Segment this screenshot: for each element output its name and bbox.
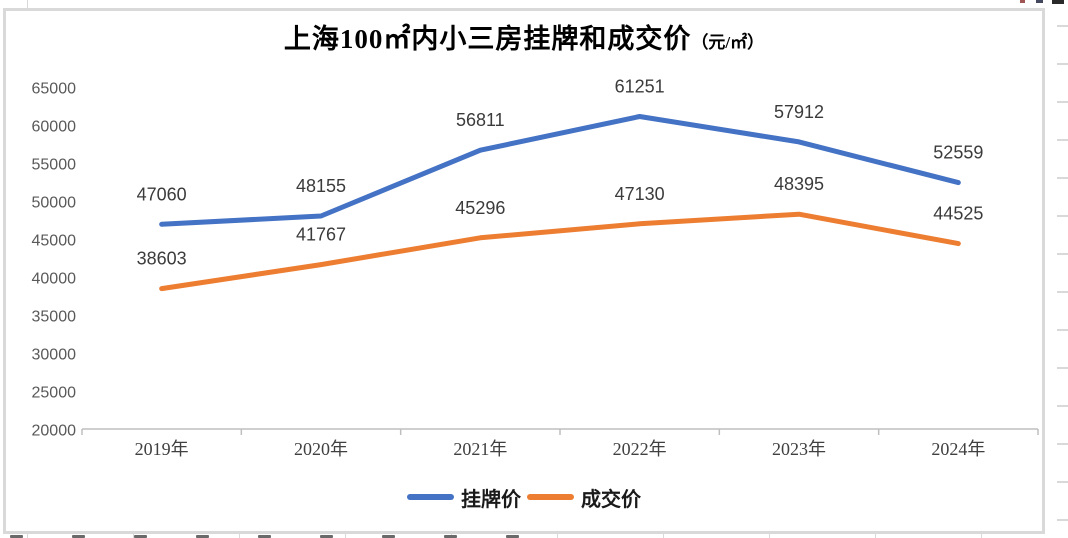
cropped-cell-content	[258, 535, 271, 538]
spreadsheet-row-gridline	[1057, 443, 1068, 445]
cropped-cell-content	[506, 535, 519, 538]
cropped-cell-content	[320, 535, 333, 538]
spreadsheet-row-gridline	[1057, 519, 1068, 521]
data-label: 48395	[774, 174, 824, 194]
data-label: 45296	[455, 198, 505, 218]
cropped-cell-content	[196, 535, 209, 538]
y-axis-tick-label: 35000	[32, 309, 77, 326]
y-axis-tick-label: 60000	[32, 119, 77, 136]
legend-item-label: 成交价	[581, 488, 641, 511]
spreadsheet-row-gridline	[1057, 253, 1068, 255]
chart-legend: 挂牌价 成交价	[3, 483, 1045, 512]
spreadsheet-row-gridline	[1057, 291, 1068, 293]
y-axis-tick-label: 20000	[32, 423, 77, 440]
chart-frame	[3, 8, 1045, 534]
spreadsheet-column-gridline	[557, 534, 558, 538]
y-axis-tick-label: 65000	[32, 81, 77, 98]
x-axis-category-label: 2021年	[453, 439, 507, 459]
y-axis-tick-label: 50000	[32, 195, 77, 212]
spreadsheet-row-gridline	[1057, 139, 1068, 141]
spreadsheet-column-gridline	[239, 534, 240, 538]
legend-line-swatch	[527, 494, 574, 500]
cropped-cell-content	[444, 535, 457, 538]
data-label: 52559	[933, 143, 983, 163]
x-axis-category-label: 2023年	[772, 439, 826, 459]
spreadsheet-row-gridline	[1057, 481, 1068, 483]
y-axis-tick-label: 30000	[32, 347, 77, 364]
x-axis-category-label: 2022年	[613, 439, 667, 459]
chart-title: 上海100㎡内小三房挂牌和成交价（元/㎡）	[3, 22, 1045, 60]
spreadsheet-column-gridline	[769, 534, 770, 538]
spreadsheet-column-gridline	[663, 534, 664, 538]
data-label: 44525	[933, 204, 983, 224]
spreadsheet-row-gridline	[1057, 101, 1068, 103]
spreadsheet-row-gridline	[1057, 25, 1068, 27]
x-axis-category-label: 2020年	[294, 439, 348, 459]
y-axis-tick-label: 45000	[32, 233, 77, 250]
data-label: 56811	[456, 110, 505, 130]
data-label: 48155	[296, 176, 346, 196]
legend-item-1: 成交价	[527, 483, 641, 512]
spreadsheet-column-gridline	[875, 534, 876, 538]
spreadsheet-row-gridline	[1057, 367, 1068, 369]
spreadsheet-column-gridline	[27, 0, 28, 8]
spreadsheet-column-gridline	[981, 534, 982, 538]
data-label: 61251	[615, 76, 665, 96]
series-line-0	[159, 114, 961, 227]
x-axis-category-label: 2024年	[931, 439, 985, 459]
cropped-cell-content	[1052, 0, 1064, 4]
chart-title-unit: （元/㎡）	[691, 33, 765, 52]
data-label: 41767	[296, 225, 346, 245]
series-line-1	[159, 211, 961, 292]
cropped-cell-content	[72, 535, 85, 538]
x-axis-category-label: 2019年	[135, 439, 189, 459]
spreadsheet-row-gridline	[1057, 177, 1068, 179]
chart-title-text: 上海100㎡内小三房挂牌和成交价	[283, 24, 692, 54]
data-label: 57912	[774, 102, 824, 122]
data-label: 47130	[615, 184, 665, 204]
spreadsheet-column-gridline	[345, 534, 346, 538]
cropped-cell-content	[382, 535, 395, 538]
spreadsheet-row-gridline	[1057, 63, 1068, 65]
cropped-cell-content	[1020, 0, 1025, 3]
legend-item-label: 挂牌价	[461, 488, 521, 511]
cropped-cell-content	[134, 535, 147, 538]
data-label: 38603	[137, 249, 187, 269]
spreadsheet-column-gridline	[133, 534, 134, 538]
spreadsheet-row-gridline	[1057, 405, 1068, 407]
spreadsheet-row-gridline	[1057, 329, 1068, 331]
cropped-cell-content	[1036, 0, 1043, 3]
y-axis-tick-label: 40000	[32, 271, 77, 288]
data-label: 47060	[137, 184, 187, 204]
cropped-cell-content	[10, 535, 23, 538]
legend-item-0: 挂牌价	[407, 483, 521, 512]
spreadsheet-row-gridline	[1057, 215, 1068, 217]
y-axis-tick-label: 25000	[32, 385, 77, 402]
spreadsheet-column-gridline	[27, 534, 28, 538]
legend-line-swatch	[407, 494, 454, 500]
y-axis-tick-label: 55000	[32, 157, 77, 174]
